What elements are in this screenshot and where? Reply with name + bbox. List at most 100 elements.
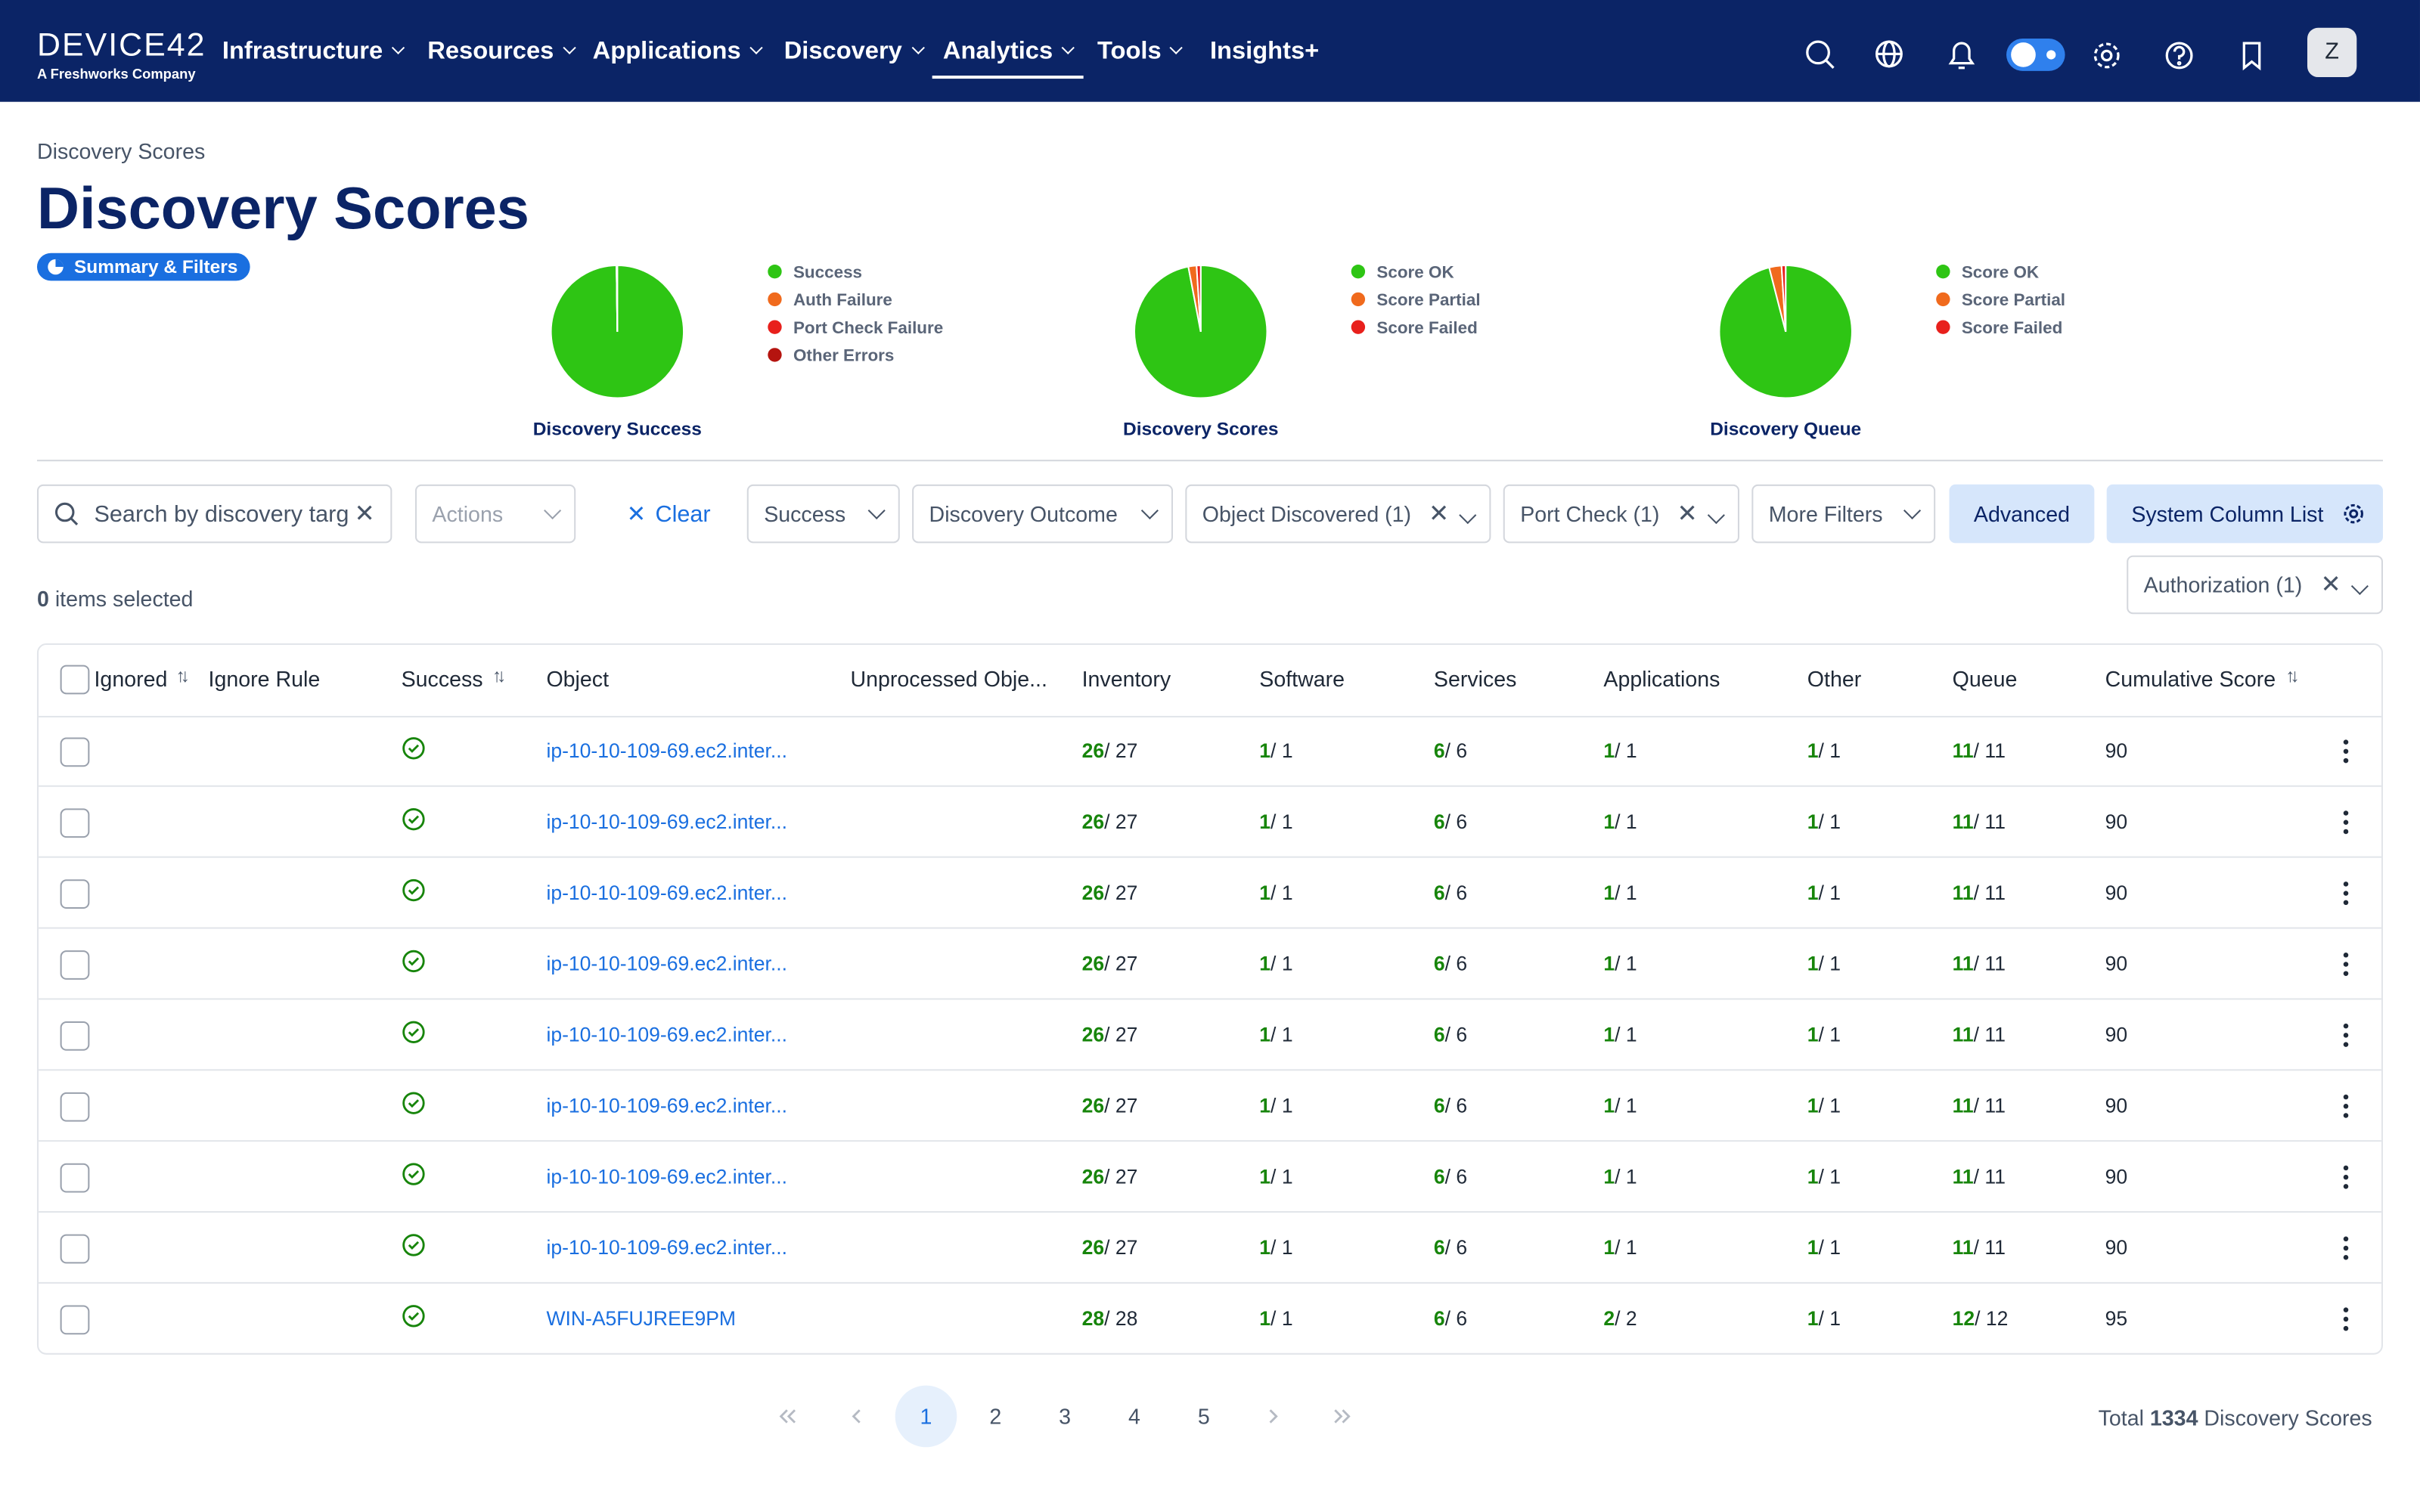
- nav-menu-item[interactable]: Analytics: [943, 39, 1073, 67]
- row-checkbox[interactable]: [60, 1235, 90, 1264]
- row-menu[interactable]: [2341, 1094, 2350, 1119]
- object-link[interactable]: ip-10-10-109-69.ec2.inter...: [546, 1094, 787, 1117]
- sort-icon[interactable]: ↑↓: [176, 665, 185, 687]
- object-link[interactable]: ip-10-10-109-69.ec2.inter...: [546, 739, 787, 763]
- column-header[interactable]: Unprocessed Obje...: [850, 667, 1047, 692]
- authorization-filter[interactable]: Authorization (1)✕: [2127, 556, 2383, 615]
- row-checkbox[interactable]: [60, 1163, 90, 1193]
- row-checkbox[interactable]: [60, 950, 90, 980]
- nav-menu-item[interactable]: Insights+: [1210, 39, 1319, 67]
- row-menu[interactable]: [2341, 952, 2350, 977]
- column-header[interactable]: Inventory: [1082, 667, 1171, 692]
- row-checkbox[interactable]: [60, 879, 90, 909]
- icon-check: [409, 745, 418, 751]
- sort-icon[interactable]: ↑↓: [492, 665, 501, 687]
- actions-dropdown[interactable]: Actions: [415, 485, 576, 544]
- column-header[interactable]: Ignored: [94, 667, 167, 692]
- row-checkbox[interactable]: [60, 1092, 90, 1122]
- fraction-cell: 2627: [1082, 1094, 1138, 1117]
- column-header[interactable]: Ignore Rule: [209, 667, 321, 692]
- prev-page[interactable]: [845, 1405, 867, 1427]
- page-number[interactable]: 1: [895, 1386, 957, 1448]
- nav-menu-item[interactable]: Resources: [427, 39, 574, 67]
- fraction-numerator: 1: [1807, 810, 1819, 833]
- object-link[interactable]: ip-10-10-109-69.ec2.inter...: [546, 1023, 787, 1046]
- sort-icon[interactable]: ↑↓: [2285, 665, 2294, 687]
- fraction-denominator: 11: [1974, 1023, 2006, 1046]
- column-header[interactable]: Success: [402, 667, 483, 692]
- object-link[interactable]: ip-10-10-109-69.ec2.inter...: [546, 1236, 787, 1259]
- row-menu[interactable]: [2341, 1236, 2350, 1261]
- column-header[interactable]: Software: [1259, 667, 1345, 692]
- object-link[interactable]: WIN-A5FUJREE9PM: [546, 1307, 736, 1331]
- row-checkbox[interactable]: [60, 1021, 90, 1051]
- filter-label: Port Check (1): [1520, 501, 1659, 526]
- row-menu[interactable]: [2341, 1307, 2350, 1332]
- object-link[interactable]: ip-10-10-109-69.ec2.inter...: [546, 810, 787, 833]
- avatar[interactable]: Z: [2307, 28, 2356, 77]
- nav-menu-item[interactable]: Infrastructure: [222, 39, 403, 67]
- clear-button[interactable]: ✕Clear: [627, 500, 711, 528]
- fraction-cell: 11: [1259, 1165, 1292, 1188]
- nav-menu-item[interactable]: Discovery: [784, 39, 923, 67]
- row-menu[interactable]: [2341, 810, 2350, 835]
- column-header[interactable]: Services: [1434, 667, 1517, 692]
- row-checkbox[interactable]: [60, 738, 90, 767]
- bell-icon[interactable]: [1951, 43, 1973, 68]
- row-menu[interactable]: [2341, 1023, 2350, 1048]
- menu-dot: [2344, 881, 2349, 887]
- globe-icon[interactable]: [1877, 42, 1902, 67]
- fraction-cell: 1111: [1953, 881, 2006, 904]
- page-number[interactable]: 4: [1103, 1386, 1165, 1448]
- column-header[interactable]: Applications: [1603, 667, 1720, 692]
- nav-menu-item[interactable]: Applications: [593, 39, 761, 67]
- row-menu[interactable]: [2341, 1165, 2350, 1190]
- first-page[interactable]: [777, 1405, 799, 1427]
- fraction-cell: 11: [1603, 1165, 1637, 1188]
- object-link[interactable]: ip-10-10-109-69.ec2.inter...: [546, 881, 787, 904]
- object-link[interactable]: ip-10-10-109-69.ec2.inter...: [546, 952, 787, 975]
- next-page[interactable]: [1262, 1405, 1284, 1427]
- search-input[interactable]: Search by discovery target✕: [37, 485, 392, 544]
- row-menu[interactable]: [2341, 739, 2350, 764]
- bookmark-icon[interactable]: [2244, 43, 2259, 68]
- fraction-cell: 66: [1434, 1023, 1467, 1046]
- last-page[interactable]: [1332, 1405, 1354, 1427]
- page-number[interactable]: 2: [965, 1386, 1027, 1448]
- fraction-denominator: 6: [1445, 1023, 1468, 1046]
- page-number[interactable]: 5: [1173, 1386, 1235, 1448]
- fraction-cell: 11: [1807, 952, 1841, 975]
- search-icon[interactable]: [1807, 42, 1834, 68]
- column-header[interactable]: Queue: [1953, 667, 2018, 692]
- page-number[interactable]: 3: [1034, 1386, 1096, 1448]
- legend-label: Other Errors: [793, 346, 894, 365]
- fraction-numerator: 26: [1082, 810, 1105, 833]
- filter-label: Object Discovered (1): [1202, 501, 1411, 526]
- nav-menu-item[interactable]: Tools: [1097, 39, 1181, 67]
- fraction-denominator: 27: [1104, 1023, 1137, 1046]
- object-link[interactable]: ip-10-10-109-69.ec2.inter...: [546, 1165, 787, 1188]
- breadcrumb[interactable]: Discovery Scores: [37, 139, 205, 164]
- row-checkbox[interactable]: [60, 808, 90, 838]
- fraction-numerator: 6: [1434, 1307, 1445, 1331]
- logo[interactable]: DEVICE42: [37, 28, 206, 65]
- select-all-checkbox[interactable]: [60, 665, 90, 695]
- column-list-button[interactable]: System Column List: [2107, 485, 2383, 544]
- icon-check: [409, 1029, 418, 1035]
- more-filters[interactable]: More Filters: [1751, 485, 1935, 544]
- advanced-button[interactable]: Advanced: [1950, 485, 2095, 544]
- settings-icon[interactable]: [2095, 44, 2118, 67]
- menu-dot: [2344, 758, 2349, 764]
- column-header[interactable]: Cumulative Score: [2105, 667, 2276, 692]
- column-header[interactable]: Object: [546, 667, 609, 692]
- fraction-numerator: 1: [1259, 1307, 1270, 1331]
- theme-toggle[interactable]: [2006, 39, 2065, 71]
- object-filter[interactable]: Object Discovered (1)✕: [1185, 485, 1491, 544]
- row-menu[interactable]: [2341, 881, 2350, 906]
- port-filter[interactable]: Port Check (1)✕: [1503, 485, 1739, 544]
- outcome-filter[interactable]: Discovery Outcome: [912, 485, 1173, 544]
- help-icon[interactable]: [2167, 43, 2192, 68]
- column-header[interactable]: Other: [1807, 667, 1861, 692]
- row-checkbox[interactable]: [60, 1306, 90, 1335]
- success-filter[interactable]: Success: [747, 485, 900, 544]
